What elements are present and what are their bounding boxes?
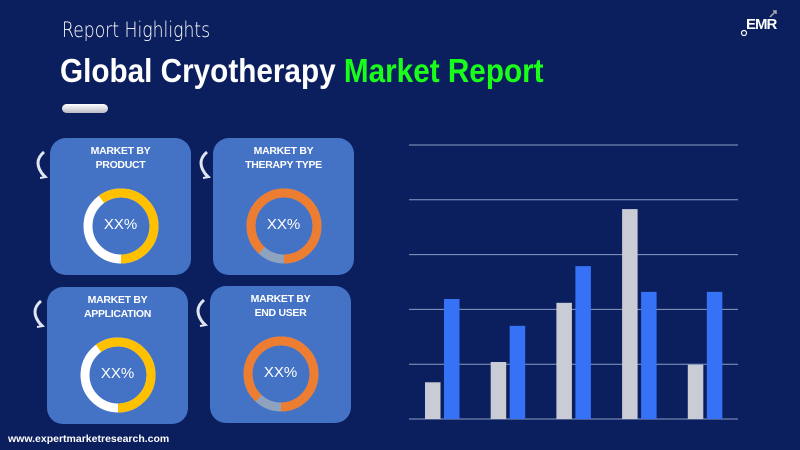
curved-arrow-icon (29, 299, 49, 329)
donut-fill (83, 188, 159, 264)
card-heading: MARKET BY APPLICATION (47, 293, 188, 321)
heading-line: MARKET BY (250, 293, 311, 305)
donut-chart (246, 188, 322, 264)
bar-1-5 (687, 364, 704, 419)
curved-arrow-icon (32, 150, 52, 180)
title-underline (62, 104, 108, 113)
title-green: Market Report (343, 52, 544, 89)
donut-value: XX% (103, 216, 138, 233)
donut-chart (83, 188, 159, 264)
page-title: Global Cryotherapy Market Report (60, 52, 544, 90)
card-market-by-application: MARKET BY APPLICATION XX% (47, 287, 188, 424)
donut-chart (243, 336, 319, 412)
donut-value: XX% (266, 216, 301, 233)
title-white: Global Cryotherapy (60, 52, 336, 89)
donut-fill (246, 188, 322, 264)
bar-2-1 (444, 298, 460, 419)
bar-chart (409, 144, 738, 420)
card-market-by-product: MARKET BY PRODUCT XX% (50, 138, 191, 275)
heading-line: MARKET BY (253, 145, 314, 157)
bar-2-2 (509, 325, 526, 419)
donut-chart (80, 337, 156, 413)
bar-1-4 (622, 209, 638, 419)
curved-arrow-icon (195, 150, 215, 180)
emr-logo: EMR (740, 8, 780, 38)
bar-1-2 (490, 362, 507, 419)
donut-fill (80, 337, 156, 413)
donut-fill (243, 336, 319, 412)
card-market-by-end-user: MARKET BY END USER XX% (210, 286, 351, 423)
heading-line: END USER (254, 307, 307, 319)
heading-line: THERAPY TYPE (245, 159, 322, 171)
footer-url[interactable]: www.expertmarketresearch.com (8, 433, 170, 445)
bar-2-3 (575, 266, 591, 419)
bar-1-3 (556, 302, 572, 419)
heading-line: MARKET BY (90, 145, 151, 157)
card-heading: MARKET BY END USER (210, 292, 351, 320)
donut-value: XX% (100, 365, 135, 382)
card-heading: MARKET BY PRODUCT (50, 144, 191, 172)
donut-value: XX% (263, 364, 298, 381)
report-subtitle: Report Highlights (62, 18, 211, 42)
curved-arrow-icon (192, 298, 212, 328)
bar-1-1 (425, 382, 441, 419)
heading-line: PRODUCT (95, 159, 146, 171)
bar-2-5 (706, 291, 723, 419)
card-heading: MARKET BY THERAPY TYPE (213, 144, 354, 172)
heading-line: MARKET BY (87, 294, 148, 306)
card-market-by-therapy-type: MARKET BY THERAPY TYPE XX% (213, 138, 354, 275)
heading-line: APPLICATION (83, 308, 152, 320)
bar-2-4 (641, 291, 657, 419)
